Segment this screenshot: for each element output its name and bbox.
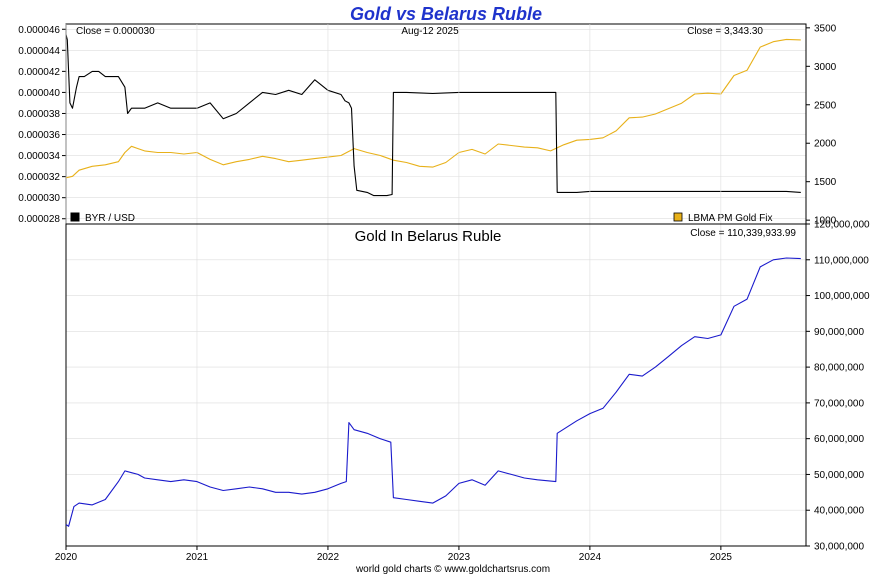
legend-swatch-gold (673, 212, 683, 222)
close-left-label: Close = 0.000030 (76, 26, 155, 37)
left-tick-label: 0.000034 (18, 151, 60, 162)
bottom-tick-label: 120,000,000 (814, 220, 870, 231)
footer-credit: world gold charts © www.goldchartsrus.co… (355, 564, 550, 575)
left-tick-label: 0.000042 (18, 67, 60, 78)
bottom-close-label: Close = 110,339,933.99 (690, 228, 796, 239)
top-series-group (65, 34, 801, 197)
right-tick-label: 2500 (814, 100, 837, 111)
top-panel: 0.000046 0.000044 0.000042 0.000040 0.000038… (18, 23, 836, 226)
bottom-tick-label: 80,000,000 (814, 363, 864, 374)
left-tick-label: 0.000030 (18, 193, 60, 204)
bottom-tick-label: 40,000,000 (814, 506, 864, 517)
x-tick-label: 2020 (55, 552, 78, 563)
top-grid (66, 28, 806, 220)
left-tick-label: 0.000032 (18, 172, 60, 183)
chart-title: Gold vs Belarus Ruble (350, 4, 542, 24)
left-tick-label: 0.000040 (18, 88, 60, 99)
date-label: Aug-12 2025 (401, 26, 459, 37)
bottom-tick-label: 110,000,000 (814, 255, 869, 266)
legend-label-gold: LBMA PM Gold Fix (688, 213, 772, 224)
top-left-axis: 0.000046 0.000044 0.000042 0.000040 0.000038… (18, 25, 66, 225)
legend-swatch-byr (70, 212, 80, 222)
x-tick-label: 2023 (448, 552, 471, 563)
bottom-tick-label: 30,000,000 (814, 542, 864, 553)
right-tick-label: 1500 (814, 177, 837, 188)
bottom-grid (65, 24, 806, 547)
bottom-tick-label: 90,000,000 (814, 327, 864, 338)
right-tick-label: 3500 (814, 23, 837, 34)
close-right-label: Close = 3,343.30 (687, 26, 763, 37)
bottom-tick-label: 50,000,000 (814, 470, 864, 481)
left-tick-label: 0.000036 (18, 130, 60, 141)
gold-in-byr-line (65, 257, 801, 527)
top-right-axis: 3500 3000 2500 2000 1500 1000 (806, 23, 837, 227)
left-tick-label: 0.000046 (18, 25, 60, 36)
bottom-tick-label: 100,000,000 (814, 291, 870, 302)
bottom-series-group (65, 257, 801, 527)
right-tick-label: 1000 (814, 216, 837, 227)
bottom-right-axis: 120,000,000 110,000,000 100,000,000 90,000,… (806, 220, 870, 553)
legend-label-byr: BYR / USD (85, 213, 135, 224)
left-tick-label: 0.000044 (18, 46, 60, 57)
right-tick-label: 2000 (814, 139, 837, 150)
left-tick-label: 0.000038 (18, 109, 60, 120)
bottom-panel-frame (65, 223, 807, 547)
right-tick-label: 3000 (814, 62, 837, 73)
top-panel-frame (65, 23, 807, 225)
bottom-panel: 120,000,000 110,000,000 100,000,000 90,000,… (55, 24, 870, 563)
byr-usd-line (65, 34, 801, 197)
x-tick-label: 2025 (710, 552, 733, 563)
bottom-panel-title: Gold In Belarus Ruble (355, 228, 502, 245)
gold-usd-line (65, 38, 801, 179)
left-tick-label: 0.000028 (18, 214, 60, 225)
x-tick-label: 2021 (186, 552, 209, 563)
x-axis: 2020 2021 2022 2023 2024 2025 (55, 546, 733, 563)
bottom-tick-label: 60,000,000 (814, 434, 864, 445)
bottom-tick-label: 70,000,000 (814, 398, 864, 409)
x-tick-label: 2024 (579, 552, 602, 563)
x-tick-label: 2022 (317, 552, 340, 563)
